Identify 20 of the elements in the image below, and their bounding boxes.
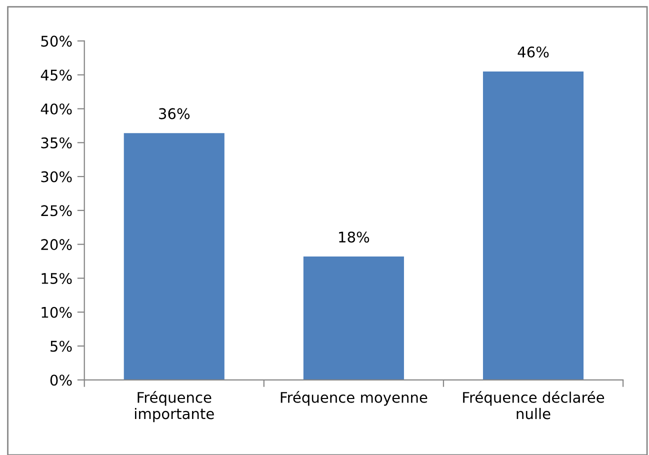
- x-tick-label: Fréquence moyenne: [280, 391, 428, 406]
- data-label: 36%: [159, 108, 190, 120]
- y-tick-label: 40%: [40, 103, 72, 114]
- bar: [303, 256, 404, 380]
- y-tick-label: 50%: [41, 36, 72, 47]
- bar: [482, 71, 584, 380]
- y-tick-label: 15%: [42, 272, 72, 284]
- y-tick-label: 30%: [41, 171, 72, 182]
- y-tick-label: 20%: [41, 239, 72, 250]
- y-tick-label: 10%: [42, 306, 72, 318]
- y-tick-label: 5%: [50, 340, 72, 352]
- x-tick-label: Fréquence déclarée nulle: [463, 391, 604, 420]
- bar: [124, 133, 224, 380]
- data-label: 18%: [339, 232, 370, 243]
- y-tick-label: 25%: [41, 205, 72, 216]
- y-tick-label: 35%: [41, 137, 72, 148]
- data-label: 46%: [518, 46, 549, 58]
- y-tick-label: 45%: [40, 70, 72, 81]
- x-tick-label: Fréquence importante: [135, 391, 214, 422]
- y-tick-label: 0%: [50, 374, 72, 386]
